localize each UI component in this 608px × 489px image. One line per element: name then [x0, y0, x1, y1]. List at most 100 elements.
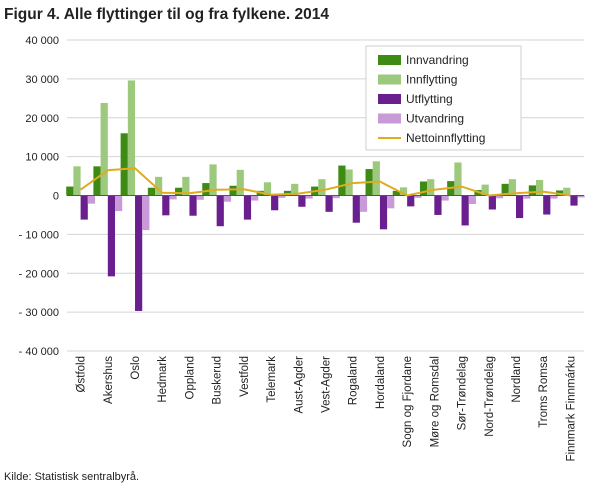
bar-innvandring	[93, 166, 101, 196]
y-tick-label: 10 000	[25, 152, 59, 164]
legend-label: Innvandring	[406, 53, 469, 67]
y-tick-label: - 20 000	[19, 268, 59, 280]
bar-utvandring	[359, 195, 368, 212]
bar-innvandring	[392, 190, 400, 196]
x-tick-label: Telemark	[266, 356, 278, 403]
bar-innflytting	[345, 169, 353, 196]
y-tick-label: 0	[53, 191, 59, 203]
bar-utflytting	[434, 195, 442, 215]
x-tick-label: Hordaland	[375, 356, 387, 409]
bar-innflytting	[127, 80, 136, 196]
x-tick-label: Sør-Trøndelag	[457, 356, 469, 430]
line-nettoinnflytting	[80, 167, 571, 197]
bar-innvandring	[338, 165, 346, 196]
bar-utflytting	[379, 195, 388, 230]
x-tick-label: Rogaland	[348, 356, 360, 405]
bar-innflytting	[100, 102, 108, 196]
bar-utflytting	[298, 195, 306, 207]
x-tick-label: Finnmark Finnmárku	[565, 356, 577, 461]
bar-utvandring	[523, 195, 531, 199]
bar-innvandring	[66, 186, 74, 196]
bar-innflytting	[291, 183, 299, 196]
x-tick-label: Nord-Trøndelag	[484, 356, 496, 437]
bar-innvandring	[120, 133, 128, 196]
bar-innflytting	[399, 187, 408, 196]
bar-innflytting	[508, 179, 516, 196]
bar-utvandring	[387, 195, 395, 209]
bar-utflytting	[80, 195, 88, 220]
bar-innflytting	[427, 179, 435, 196]
legend: Innvandring Innflytting Utflytting Utvandri…	[365, 45, 522, 151]
bar-innflytting	[318, 179, 326, 196]
bar-innflytting	[236, 169, 244, 196]
bar-innvandring	[202, 183, 210, 196]
x-tick-label: Nordland	[511, 356, 523, 403]
bar-utflytting	[407, 195, 415, 207]
x-tick-label: Oppland	[184, 356, 196, 399]
legend-label: Utflytting	[406, 92, 453, 106]
x-tick-label: Buskerud	[212, 356, 224, 405]
x-tick-label: Østfold	[76, 356, 88, 392]
bar-innflytting	[481, 184, 489, 196]
bar-utflytting	[352, 195, 360, 223]
bar-utflytting	[243, 195, 252, 220]
x-tick-label: Aust-Agder	[293, 356, 305, 414]
bar-utflytting	[216, 195, 224, 227]
bar-utvandring	[278, 195, 286, 198]
y-tick-label: 30 000	[25, 74, 59, 86]
bar-utvandring	[169, 195, 177, 200]
source-note: Kilde: Statistisk sentralbyrå.	[4, 471, 140, 483]
bar-utflytting	[488, 195, 496, 210]
bar-utflytting	[162, 195, 170, 216]
x-tick-label: Møre og Romsdal	[429, 356, 441, 447]
x-tick-label: Vest-Agder	[321, 356, 333, 413]
bar-innflytting	[155, 176, 163, 196]
bar-utvandring	[550, 195, 558, 199]
bar-utvandring	[441, 195, 449, 201]
bar-utflytting	[461, 195, 469, 226]
x-tick-label: Oslo	[130, 356, 142, 380]
legend-swatch	[378, 74, 401, 85]
bar-utvandring	[251, 195, 259, 201]
legend-label: Innflytting	[406, 73, 457, 87]
bar-innflytting	[372, 161, 380, 196]
bar-innvandring	[229, 185, 237, 196]
legend-swatch	[378, 113, 401, 124]
bar-innvandring	[175, 187, 183, 196]
bar-innflytting	[454, 162, 462, 196]
chart-title: Figur 4. Alle flyttinger til og fra fylk…	[4, 6, 330, 23]
bar-innvandring	[528, 185, 536, 196]
bar-utvandring	[223, 195, 232, 202]
x-tick-label: Akershus	[103, 356, 115, 404]
bar-utflytting	[570, 195, 578, 206]
bar-utvandring	[332, 195, 340, 199]
bar-innflytting	[73, 166, 81, 196]
bar-utflytting	[325, 195, 333, 212]
bar-innflytting	[182, 176, 190, 196]
legend-swatch	[378, 55, 401, 65]
bar-innflytting	[535, 179, 544, 196]
bar-utflytting	[189, 195, 197, 216]
bar-utvandring	[468, 195, 476, 205]
bar-utvandring	[196, 195, 204, 200]
bar-utvandring	[414, 195, 422, 198]
bar-utflytting	[515, 195, 524, 219]
x-tick-label: Vestfold	[239, 356, 251, 397]
y-tick-label: - 40 000	[19, 346, 59, 358]
bar-utvandring	[115, 195, 123, 212]
y-tick-label: 20 000	[25, 113, 59, 125]
bar-utflytting	[107, 195, 116, 277]
bar-utflytting	[271, 195, 279, 211]
bar-utvandring	[305, 195, 313, 199]
bar-innflytting	[209, 164, 217, 196]
bar-utflytting	[543, 195, 551, 215]
bar-innvandring	[419, 181, 428, 196]
bar-innflytting	[563, 187, 571, 196]
bar-utvandring	[87, 195, 96, 204]
bar-innvandring	[147, 187, 156, 196]
bar-utflytting	[135, 195, 143, 311]
bar-innvandring	[501, 183, 509, 196]
bar-utvandring	[577, 195, 585, 198]
y-tick-label: - 30 000	[19, 307, 59, 319]
